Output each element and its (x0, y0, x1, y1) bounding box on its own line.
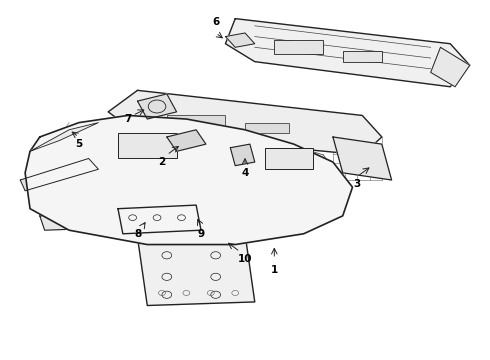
Bar (118, 134, 176, 158)
Bar (167, 116, 225, 126)
Polygon shape (333, 137, 392, 180)
Bar (245, 123, 289, 134)
Bar (265, 148, 314, 169)
Text: 4: 4 (241, 168, 249, 178)
Polygon shape (138, 94, 176, 119)
Bar (343, 51, 382, 62)
Text: 7: 7 (124, 114, 131, 124)
Polygon shape (230, 144, 255, 166)
Text: 5: 5 (75, 139, 82, 149)
Text: 2: 2 (158, 157, 166, 167)
Bar (274, 40, 323, 54)
Text: 1: 1 (270, 265, 278, 275)
Text: 10: 10 (238, 254, 252, 264)
Polygon shape (225, 19, 470, 87)
Polygon shape (225, 33, 255, 47)
Polygon shape (20, 158, 98, 191)
Text: 6: 6 (212, 17, 220, 27)
Polygon shape (40, 209, 245, 230)
Polygon shape (30, 123, 98, 151)
Polygon shape (118, 205, 201, 234)
Text: 3: 3 (354, 179, 361, 189)
Polygon shape (108, 90, 382, 155)
Polygon shape (25, 116, 352, 244)
Text: 9: 9 (197, 229, 205, 239)
Polygon shape (167, 130, 206, 151)
Text: 8: 8 (134, 229, 141, 239)
Polygon shape (138, 234, 255, 306)
Polygon shape (431, 47, 470, 87)
